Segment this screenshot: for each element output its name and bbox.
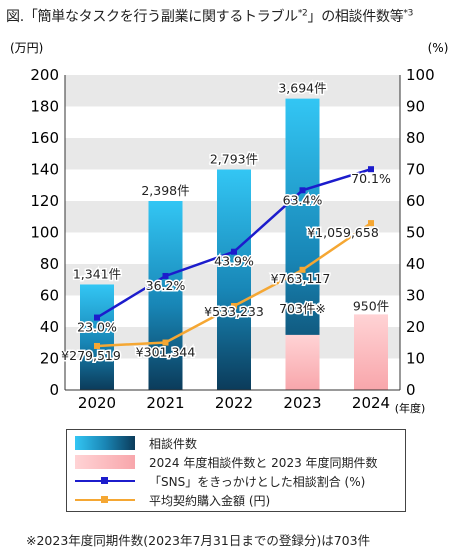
average-amount-label: ¥763,117 <box>271 271 331 286</box>
left-tick-label: 60 <box>40 287 59 305</box>
sns-ratio-label: 70.1% <box>351 171 391 186</box>
bar-count-label: 2,793件 <box>210 152 258 167</box>
x-tick-label: 2021 <box>146 394 184 412</box>
footnote: ※2023年度同期件数(2023年7月31日までの登録分)は703件 <box>26 533 371 548</box>
sns-ratio-label: 23.0% <box>77 320 117 335</box>
x-tick-label: 2024 <box>352 394 390 412</box>
title-footnote-mark-3: *3 <box>403 8 414 19</box>
legend-label: 「SNS」をきっかけとした相談割合 (%) <box>149 474 366 489</box>
x-tick-label: 2023 <box>283 394 321 412</box>
legend-swatch-orange-line <box>75 493 135 507</box>
bar-series <box>80 98 388 390</box>
right-tick-label: 80 <box>406 129 425 147</box>
average-amount-label: ¥301,344 <box>136 345 196 360</box>
line-series <box>94 166 374 349</box>
legend-swatch-blue-line <box>75 474 135 488</box>
left-tick-label: 100 <box>30 224 59 242</box>
left-tick-label: 180 <box>30 98 59 116</box>
right-axis-unit: (%) <box>428 41 449 55</box>
left-tick-label: 20 <box>40 350 59 368</box>
legend-item-consultations: 相談件数 <box>75 434 197 452</box>
left-tick-label: 80 <box>40 255 59 273</box>
average-amount-point <box>368 220 374 227</box>
title-text: 図.「簡単なタスクを行う副業に関するトラブル <box>6 9 298 25</box>
right-tick-label: 0 <box>406 381 416 399</box>
legend-label: 平均契約購入金額 (円) <box>149 493 271 508</box>
same-period-label: 703件※ <box>279 301 326 316</box>
left-tick-label: 0 <box>49 381 59 399</box>
bar-count-label: 2,398件 <box>141 183 189 198</box>
right-tick-label: 20 <box>406 318 425 336</box>
grid-band <box>65 138 400 170</box>
legend-swatch-pink-bar <box>75 455 135 469</box>
bar-count-label: 1,341件 <box>73 266 121 281</box>
average-amount-point <box>299 266 306 273</box>
right-tick-label: 10 <box>406 350 425 368</box>
average-amount-label: ¥1,059,658 <box>307 225 379 240</box>
average-amount-point <box>94 342 100 349</box>
left-tick-label: 40 <box>40 318 59 336</box>
left-tick-label: 120 <box>30 192 59 210</box>
left-tick-label: 140 <box>30 161 59 179</box>
combo-chart: 0 20 40 60 80 100 120 140 160 180 200 0 10 20 30 40 50 60… <box>10 41 449 415</box>
left-axis-unit: (万円) <box>10 41 43 55</box>
x-tick-label: 2020 <box>78 394 116 412</box>
average-amount-label: ¥533,233 <box>204 304 264 319</box>
grid-band <box>65 75 400 107</box>
legend-item-average-amount: 平均契約購入金額 (円) <box>75 491 270 509</box>
title-text-suffix: 」の相談件数等 <box>307 9 404 25</box>
sns-ratio-point <box>299 187 306 194</box>
x-tick-label: 2022 <box>215 394 253 412</box>
chart-title: 図.「簡単なタスクを行う副業に関するトラブル*2」の相談件数等*3 <box>6 6 413 26</box>
sns-ratio-label: 36.2% <box>146 278 186 293</box>
right-tick-label: 40 <box>406 255 425 273</box>
bar-count-label: 3,694件 <box>278 81 326 96</box>
average-amount-label: ¥279,519 <box>61 348 121 363</box>
consultation-bar <box>80 284 114 390</box>
left-tick-label: 200 <box>30 66 59 84</box>
same-period-bar <box>285 334 320 390</box>
right-tick-label: 100 <box>406 66 435 84</box>
right-tick-label: 90 <box>406 98 425 116</box>
sns-ratio-point <box>231 248 237 255</box>
sns-ratio-label: 43.9% <box>214 254 254 269</box>
same-period-bar <box>354 314 388 390</box>
legend-label: 相談件数 <box>149 436 198 451</box>
legend-label: 2024 年度相談件数と 2023 年度同期件数 <box>149 455 378 470</box>
legend: 相談件数 2024 年度相談件数と 2023 年度同期件数 「SNS」をきっかけ… <box>66 429 406 512</box>
right-tick-label: 50 <box>406 224 425 242</box>
title-footnote-mark-2: *2 <box>297 8 308 19</box>
right-tick-label: 60 <box>406 192 425 210</box>
legend-item-2024-vs-2023: 2024 年度相談件数と 2023 年度同期件数 <box>75 453 378 471</box>
axes: 0 20 40 60 80 100 120 140 160 180 200 0 10 20 30 40 50 60… <box>30 66 434 412</box>
x-axis-unit: (年度) <box>395 401 426 415</box>
data-labels: 1,341件 2,398件 2,793件 3,694件 703件※ 950件 23.0% 36… <box>60 79 393 364</box>
average-amount-point <box>231 303 237 310</box>
consultation-bar <box>148 201 183 390</box>
sns-ratio-point <box>162 272 169 279</box>
consultation-bar <box>217 169 251 390</box>
left-tick-label: 160 <box>30 129 59 147</box>
sns-ratio-point <box>368 166 374 173</box>
sns-ratio-point <box>94 314 100 321</box>
legend-swatch-blue-bar <box>75 436 135 450</box>
legend-item-sns-ratio: 「SNS」をきっかけとした相談割合 (%) <box>75 472 365 490</box>
same-period-label: 950件 <box>353 298 389 313</box>
sns-ratio-label: 63.4% <box>283 192 323 207</box>
right-tick-label: 30 <box>406 287 425 305</box>
average-amount-point <box>162 339 169 346</box>
right-tick-label: 70 <box>406 161 425 179</box>
